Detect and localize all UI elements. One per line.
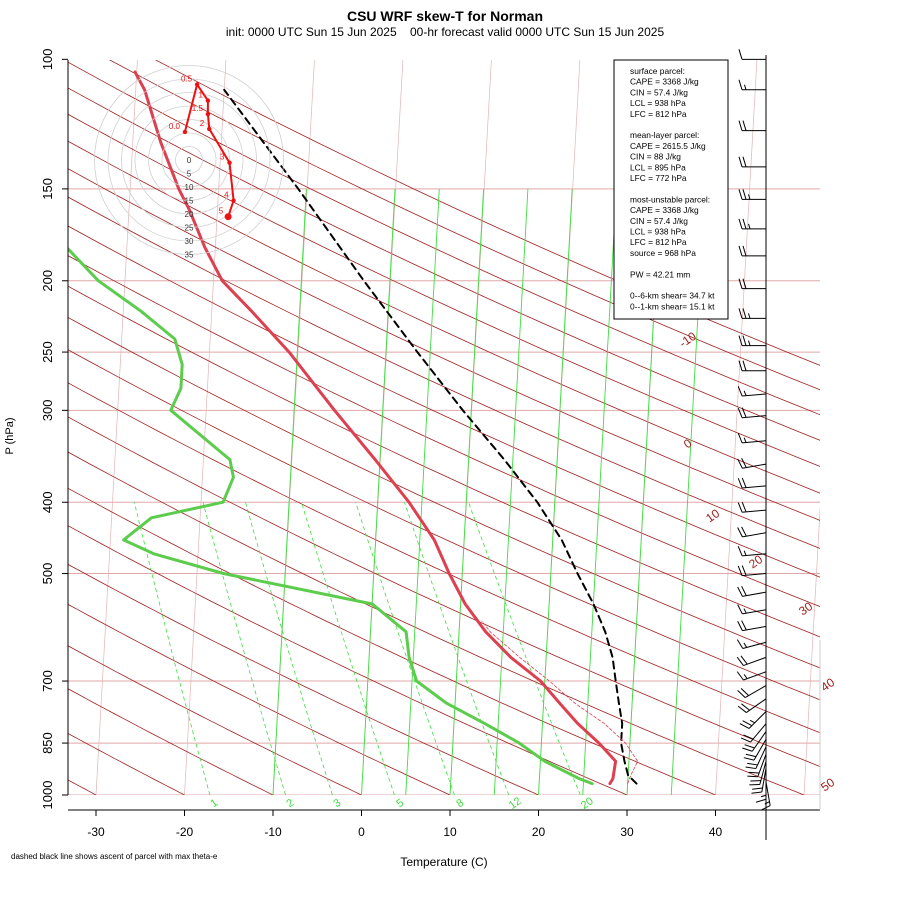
info-box-line: LFC = 812 hPa (630, 237, 687, 247)
chart-subtitle: init: 0000 UTC Sun 15 Jun 2025 00-hr for… (226, 25, 665, 39)
info-box-line: mean-layer parcel: (630, 130, 699, 140)
info-box-line: 0--6-km shear= 34.7 kt (630, 291, 715, 301)
y-tick-label: 300 (40, 399, 55, 421)
info-box-line: surface parcel: (630, 66, 685, 76)
hodograph-ring-label: 0 (187, 156, 192, 165)
x-tick-label: -10 (264, 825, 282, 839)
x-tick-label: 0 (358, 825, 365, 839)
y-tick-label: 400 (40, 491, 55, 513)
info-box-line: LCL = 895 hPa (630, 162, 686, 172)
hodograph-ring-label: 35 (185, 251, 194, 260)
footnote: dashed black line shows ascent of parcel… (11, 852, 218, 861)
info-box-line: LFC = 812 hPa (630, 109, 687, 119)
x-tick-label: -20 (176, 825, 194, 839)
info-box-line: CAPE = 3368 J/kg (630, 205, 699, 215)
y-tick-label: 700 (40, 670, 55, 692)
x-tick-label: 30 (620, 825, 634, 839)
hodograph-point (206, 112, 210, 116)
info-box-line: CAPE = 2615.5 J/kg (630, 141, 706, 151)
y-tick-label: 250 (40, 341, 55, 363)
hodograph-point-label: 5 (219, 207, 224, 216)
info-box-line: CIN = 57.4 J/kg (630, 87, 688, 97)
x-tick-label: 40 (709, 825, 723, 839)
info-box-line: 0--1-km shear= 15.1 kt (630, 301, 715, 311)
hodograph-ring-label: 15 (185, 197, 194, 206)
hodograph-point-label: 0.0 (169, 122, 181, 131)
hodograph-point-label: 3 (220, 153, 225, 162)
hodograph-point (231, 198, 235, 202)
hodograph-point (207, 127, 211, 131)
hodograph-point (206, 98, 210, 102)
info-box-line: most-unstable parcel: (630, 194, 710, 204)
hodograph-ring-label: 25 (185, 224, 194, 233)
y-axis-label: P (hPa) (4, 417, 16, 454)
info-box-line: LFC = 772 hPa (630, 173, 687, 183)
hodograph-point (227, 161, 231, 165)
y-tick-label: 500 (40, 563, 55, 585)
info-box-line: CAPE = 3368 J/kg (630, 77, 699, 87)
y-tick-label: 100 (40, 48, 55, 70)
x-tick-label: 20 (532, 825, 546, 839)
hodograph-point-label: 2 (200, 119, 205, 128)
info-box-line: PW = 42.21 mm (630, 269, 690, 279)
hodograph-point-label: 1.5 (192, 104, 204, 113)
y-tick-label: 150 (40, 178, 55, 200)
x-tick-label: -30 (87, 825, 105, 839)
hodograph-ring-label: 20 (185, 210, 194, 219)
hodograph-point-label: 0.5 (181, 74, 193, 83)
info-box-line: CIN = 57.4 J/kg (630, 216, 688, 226)
info-box-line: CIN = 88 J/kg (630, 152, 681, 162)
hodograph-ring-label: 5 (187, 170, 192, 179)
hodograph-point (195, 82, 199, 86)
y-tick-label: 200 (40, 270, 55, 292)
hodograph-ring-label: 10 (185, 183, 194, 192)
info-box-line: LCL = 938 hPa (630, 227, 686, 237)
hodograph-point (183, 130, 187, 134)
x-tick-label: 10 (443, 825, 457, 839)
hodograph-point-label: 4 (224, 191, 229, 200)
info-box-line: LCL = 938 hPa (630, 98, 686, 108)
wind-barb-flag (747, 776, 757, 777)
hodograph-end-marker (225, 213, 232, 220)
x-axis-label: Temperature (C) (400, 855, 487, 869)
chart-title: CSU WRF skew-T for Norman (347, 8, 543, 24)
wind-barb-flag (749, 772, 759, 773)
hodograph-ring-label: 30 (185, 237, 194, 246)
hodograph-point-label: 1 (198, 91, 203, 100)
y-tick-label: 1000 (40, 781, 55, 810)
y-tick-label: 850 (40, 732, 55, 754)
info-box-line: source = 968 hPa (630, 248, 696, 258)
